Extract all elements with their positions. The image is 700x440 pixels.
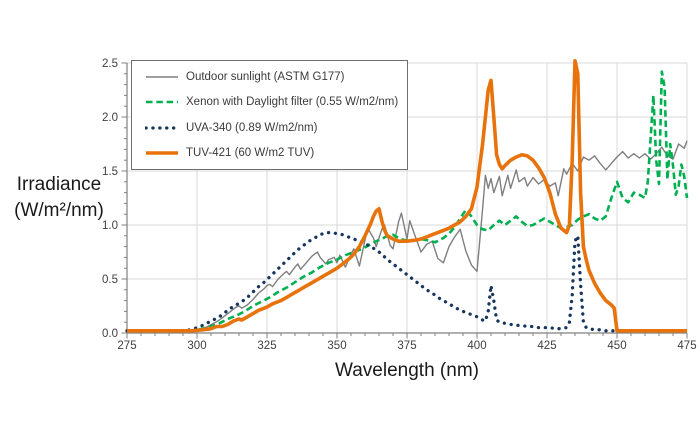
y-tick-label: 0.0 — [102, 328, 118, 340]
legend-line-sample-icon — [146, 76, 178, 78]
x-axis-title: Wavelength (nm) — [335, 360, 479, 381]
series-line-1 — [127, 70, 689, 333]
y-axis-title-line1: Irradiance — [16, 174, 102, 195]
y-tick-label: 1.0 — [102, 220, 118, 232]
legend-entry: UVA-340 (0.89 W/m2/nm) — [145, 122, 403, 134]
legend-label: Outdoor sunlight (ASTM G177) — [186, 70, 345, 83]
legend-label: UVA-340 (0.89 W/m2/nm) — [186, 121, 318, 134]
legend-line-sample-icon — [145, 126, 179, 130]
legend-entry: Outdoor sunlight (ASTM G177) — [145, 71, 403, 83]
x-tick-label: 275 — [117, 340, 136, 352]
y-axis-title-line2: (W/m²/nm) — [14, 199, 104, 221]
x-tick-label: 300 — [187, 340, 206, 352]
y-tick-label: 2.0 — [102, 112, 118, 124]
y-tick-label: 1.5 — [102, 166, 118, 178]
y-axis-title: Irradiance (W/m²/nm) — [0, 172, 118, 223]
x-tick-label: 325 — [257, 340, 276, 352]
x-tick-label: 450 — [607, 340, 626, 352]
legend: Outdoor sunlight (ASTM G177) Xenon with … — [131, 60, 408, 170]
x-tick-label: 400 — [467, 340, 486, 352]
x-tick-label: 475 — [677, 340, 696, 352]
series-line-0 — [127, 140, 688, 332]
legend-entry: Xenon with Daylight filter (0.55 W/m2/nm… — [145, 96, 403, 108]
y-tick-label: 2.5 — [102, 58, 118, 70]
legend-label: Xenon with Daylight filter (0.55 W/m2/nm… — [186, 96, 399, 109]
x-tick-label: 350 — [327, 340, 346, 352]
legend-line-sample-icon — [146, 100, 178, 104]
x-tick-label: 425 — [537, 340, 556, 352]
y-tick-label: 0.5 — [102, 274, 118, 286]
legend-entry: TUV-421 (60 W/m2 TUV) — [145, 147, 403, 159]
legend-line-sample-icon — [146, 151, 178, 156]
series-line-3 — [127, 58, 687, 333]
legend-label: TUV-421 (60 W/m2 TUV) — [186, 147, 315, 160]
x-tick-label: 375 — [397, 340, 416, 352]
series-line-2 — [125, 230, 619, 333]
